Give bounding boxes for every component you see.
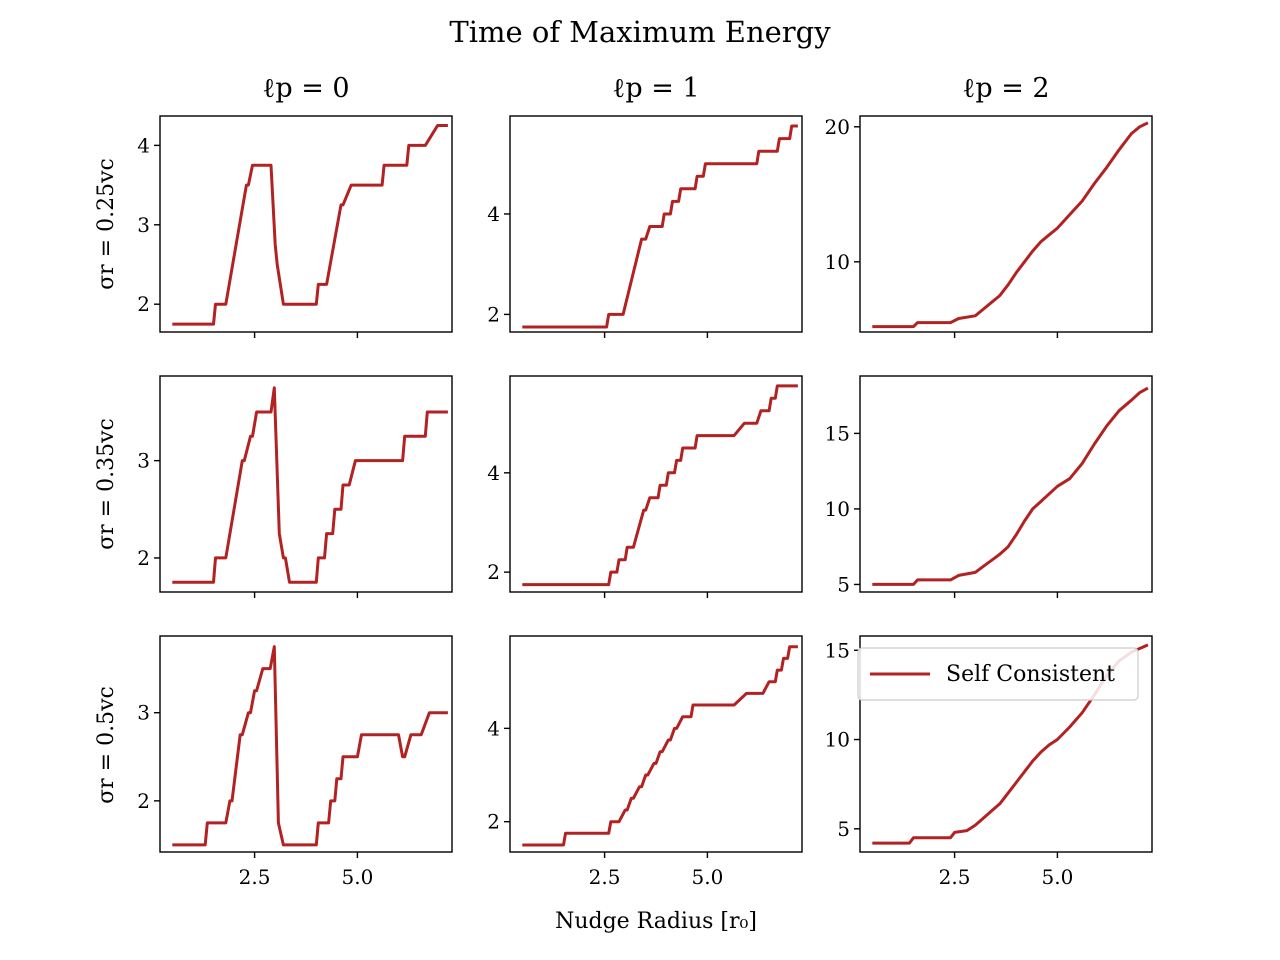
y-tick-label: 2 (137, 789, 150, 813)
series-line-self-consistent (172, 124, 448, 326)
y-tick-label: 2 (487, 560, 500, 584)
panel-row1-col2: 24 (487, 115, 803, 338)
x-tick-label: 2.5 (939, 865, 971, 889)
legend: Self Consistent (857, 647, 1139, 701)
x-tick-label: 2.5 (589, 865, 621, 889)
row-label-sigma-05: σr = 0.5vc (94, 686, 119, 804)
x-tick-label: 2.5 (239, 865, 271, 889)
column-title-lp2: ℓp = 2 (962, 73, 1049, 104)
series-line-self-consistent (522, 384, 798, 587)
axes-frame (859, 115, 1153, 333)
y-tick-label: 4 (487, 716, 500, 740)
x-tick-label: 5.0 (342, 865, 374, 889)
figure-title: Time of Maximum Energy (449, 15, 831, 49)
y-tick-label: 2 (487, 810, 500, 834)
series-line-self-consistent (872, 121, 1149, 329)
series-line-self-consistent (172, 645, 448, 847)
y-tick-label: 10 (825, 497, 850, 521)
row-label-sigma-025: σr = 0.25vc (94, 158, 119, 290)
y-tick-label: 2 (487, 302, 500, 326)
column-title-lp0: ℓp = 0 (262, 73, 349, 104)
panel-row1-col1: 2 3 4 (137, 115, 453, 338)
panel-row3-col1: 2 3 2.5 5.0 (137, 635, 453, 889)
y-tick-label: 4 (487, 202, 500, 226)
y-tick-label: 2 (137, 546, 150, 570)
axes-frame (859, 375, 1153, 593)
axes-frame (159, 115, 453, 333)
x-tick-label: 5.0 (1042, 865, 1074, 889)
y-tick-label: 15 (825, 421, 850, 445)
y-tick-label: 4 (487, 461, 500, 485)
axes-frame (859, 635, 1153, 853)
panel-row2-col1: 23 (137, 375, 453, 598)
y-tick-label: 3 (137, 701, 150, 725)
y-tick-label: 15 (825, 638, 850, 662)
y-tick-label: 3 (137, 213, 150, 237)
axes-frame (159, 375, 453, 593)
x-tick-label: 5.0 (692, 865, 724, 889)
series-line-self-consistent (522, 124, 798, 329)
axes-frame (509, 375, 803, 593)
y-tick-label: 4 (137, 133, 150, 157)
panel-row3-col2: 2 4 2.5 5.0 (487, 635, 803, 889)
y-tick-label: 3 (137, 449, 150, 473)
axes-frame (509, 635, 803, 853)
legend-label: Self Consistent (946, 662, 1115, 687)
y-tick-label: 5 (837, 572, 850, 596)
legend-box (857, 647, 1139, 701)
panel-row1-col3: 10 20 (825, 115, 1153, 338)
y-tick-label: 10 (825, 728, 850, 752)
column-title-lp1: ℓp = 1 (612, 73, 699, 104)
series-line-self-consistent (872, 386, 1149, 586)
y-tick-label: 2 (137, 292, 150, 316)
y-tick-label: 20 (825, 115, 850, 139)
row-label-sigma-035: σr = 0.35vc (94, 418, 119, 550)
x-axis-label: Nudge Radius [r₀] (555, 909, 757, 934)
panel-row2-col3: 5 10 15 (825, 375, 1153, 598)
y-tick-label: 10 (825, 250, 850, 274)
panel-row2-col2: 24 (487, 375, 803, 598)
axes-frame (159, 635, 453, 853)
y-tick-label: 5 (837, 817, 850, 841)
series-line-self-consistent (522, 645, 798, 847)
series-line-self-consistent (172, 386, 448, 584)
axes-frame (509, 115, 803, 333)
